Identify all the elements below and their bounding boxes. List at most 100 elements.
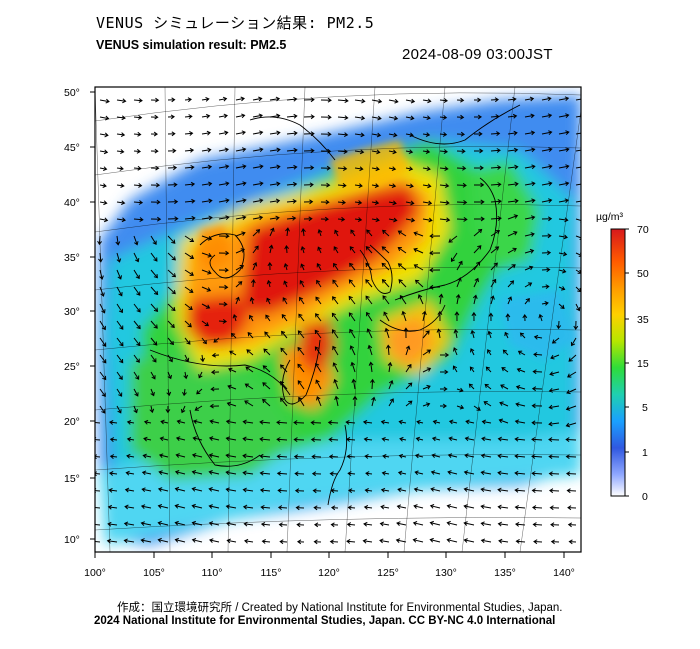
wind-arrow [124, 504, 135, 510]
wind-arrow [99, 371, 107, 381]
wind-arrow [296, 522, 305, 528]
wind-arrow [269, 96, 281, 102]
wind-arrow [252, 130, 264, 136]
wind-arrow [422, 330, 430, 339]
wind-arrow [262, 398, 271, 407]
wind-arrow [106, 538, 118, 544]
wind-arrow [333, 378, 339, 390]
wind-arrow [320, 182, 331, 188]
lat-tick-label: 25° [64, 361, 80, 373]
wind-arrow [311, 454, 322, 460]
wind-arrow [332, 362, 339, 373]
wind-arrow [133, 165, 142, 171]
wind-arrow [363, 521, 373, 527]
wind-arrow [175, 436, 186, 441]
wind-arrow [184, 148, 195, 153]
wind-arrow [417, 294, 424, 305]
wind-arrow [209, 403, 220, 409]
wind-arrow [116, 320, 124, 330]
wind-arrow [396, 504, 407, 510]
wind-arrow [150, 286, 159, 296]
wind-arrow [380, 419, 390, 425]
wind-arrow [367, 344, 373, 356]
wind-arrow [124, 487, 135, 493]
wind-arrow [225, 470, 237, 476]
wind-arrow [116, 405, 122, 414]
wind-arrow [320, 165, 331, 171]
wind-arrow [184, 131, 194, 136]
wind-arrow [446, 487, 458, 492]
wind-arrow [95, 420, 101, 425]
wind-arrow [422, 349, 432, 356]
wind-arrow [167, 131, 176, 137]
wind-arrow [280, 397, 288, 407]
wind-arrow [315, 362, 322, 373]
wind-arrow [497, 453, 509, 459]
wind-arrow [558, 251, 568, 257]
wind-arrow [524, 215, 536, 221]
wind-arrow [490, 182, 502, 187]
copyright-line: 2024 National Institute for Environmenta… [94, 615, 556, 627]
wind-arrow [422, 115, 431, 121]
wind-arrow [99, 320, 106, 331]
wind-arrow [184, 252, 195, 259]
wind-arrow [99, 303, 106, 314]
lat-tick-label: 15° [64, 473, 80, 485]
wind-arrow [397, 487, 407, 493]
wind-arrow [354, 217, 363, 222]
wind-arrow [150, 199, 161, 205]
wind-arrow [405, 98, 416, 104]
wind-arrow [334, 395, 339, 407]
wind-arrow [337, 149, 348, 154]
wind-arrow [150, 337, 158, 346]
wind-arrow [440, 386, 448, 392]
wind-arrow [299, 296, 305, 305]
wind-arrow [548, 387, 560, 393]
wind-arrow [480, 487, 492, 493]
wind-arrow [432, 419, 441, 425]
wind-arrow [548, 404, 560, 410]
coastlines [149, 104, 521, 506]
wind-arrow [97, 235, 102, 246]
wind-arrow [473, 199, 485, 205]
wind-arrow [481, 436, 492, 442]
colorbar-tick-label: 0 [642, 491, 648, 503]
wind-arrow [412, 537, 424, 543]
wind-arrow [286, 198, 297, 204]
wind-arrow [293, 420, 305, 426]
wind-arrow [531, 454, 543, 459]
wind-arrow [218, 301, 228, 307]
wind-arrow [439, 217, 451, 223]
wind-arrow [397, 470, 407, 476]
wind-arrow [483, 401, 492, 407]
wind-arrow [346, 454, 356, 459]
wind-arrow [567, 371, 577, 378]
wind-arrow [337, 132, 349, 138]
wind-arrow [473, 245, 482, 254]
wind-arrow [108, 471, 118, 476]
wind-arrow [235, 130, 246, 136]
wind-arrow [405, 183, 414, 189]
wind-arrow [490, 295, 495, 305]
wind-arrow [252, 113, 263, 119]
wind-arrow [167, 320, 175, 329]
wind-arrow [473, 216, 485, 222]
wind-arrow [362, 538, 373, 544]
wind-arrow [558, 268, 567, 274]
wind-arrow [116, 149, 125, 154]
wind-arrow [388, 217, 398, 223]
wind-arrow [566, 388, 577, 395]
wind-arrow [456, 148, 466, 154]
wind-arrow [126, 420, 135, 425]
wind-arrow [286, 96, 298, 102]
wind-arrow [303, 199, 314, 205]
wind-arrow [507, 113, 518, 119]
wind-arrow [550, 539, 560, 545]
wind-arrow [245, 366, 254, 373]
wind-arrow [242, 487, 254, 493]
wind-arrow [382, 454, 390, 459]
wind-arrow [165, 405, 171, 414]
wind-arrow [388, 115, 399, 121]
wind-arrow [244, 383, 254, 390]
wind-arrow [300, 246, 306, 254]
